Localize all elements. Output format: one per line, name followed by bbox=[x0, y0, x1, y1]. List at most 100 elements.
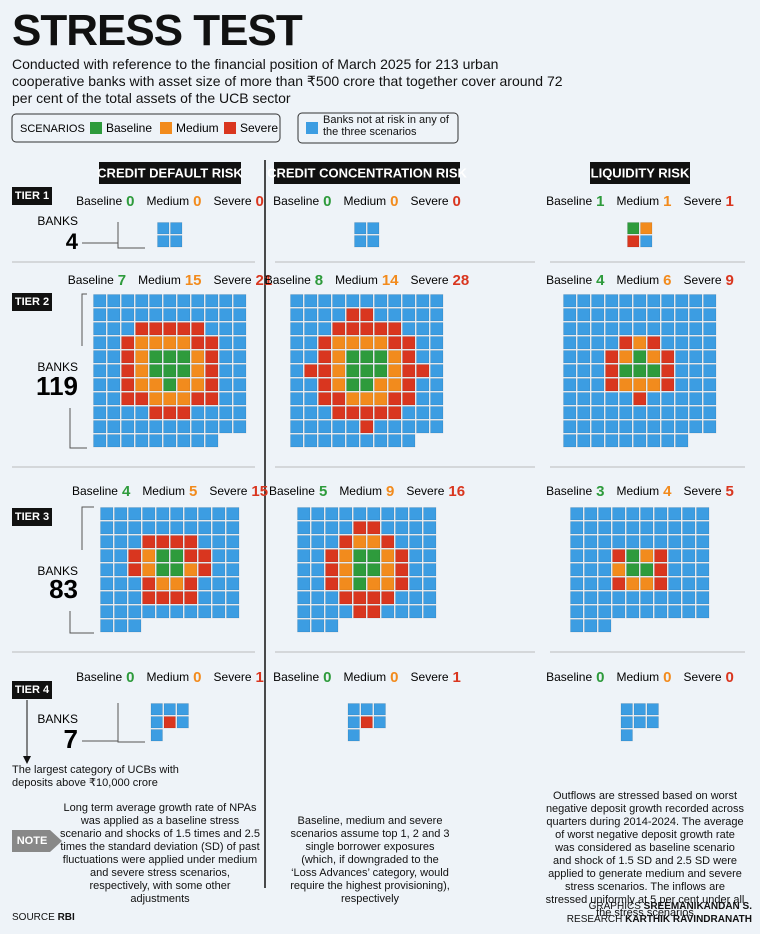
bank-square bbox=[311, 605, 325, 619]
bank-square bbox=[696, 577, 710, 591]
scenario-label: Medium bbox=[339, 484, 382, 498]
bank-square bbox=[177, 434, 191, 448]
scenario-value: 0 bbox=[256, 193, 264, 210]
bank-square bbox=[311, 563, 325, 577]
bank-square bbox=[577, 378, 591, 392]
bank-square bbox=[233, 392, 247, 406]
bank-square bbox=[205, 336, 219, 350]
bank-square bbox=[198, 577, 212, 591]
bank-square bbox=[374, 392, 388, 406]
bank-square bbox=[347, 729, 360, 742]
scenario-value: 1 bbox=[726, 193, 734, 210]
scenario-label: Severe bbox=[214, 273, 252, 287]
source-value: RBI bbox=[57, 912, 75, 923]
bank-square bbox=[577, 392, 591, 406]
bank-square bbox=[205, 308, 219, 322]
bank-square bbox=[584, 549, 598, 563]
bank-square bbox=[395, 549, 409, 563]
arrow-head bbox=[23, 756, 31, 764]
bank-square bbox=[219, 350, 233, 364]
bank-square bbox=[374, 350, 388, 364]
bank-square bbox=[360, 350, 374, 364]
scenario-value: 1 bbox=[256, 669, 264, 686]
bank-square bbox=[325, 549, 339, 563]
bank-square bbox=[675, 378, 689, 392]
scenario-value: 0 bbox=[193, 669, 201, 686]
bank-square bbox=[177, 350, 191, 364]
bank-square bbox=[304, 336, 318, 350]
bank-square bbox=[114, 507, 128, 521]
bank-square bbox=[128, 605, 142, 619]
bank-square bbox=[430, 322, 444, 336]
bank-square bbox=[627, 235, 640, 248]
bank-square bbox=[114, 549, 128, 563]
bank-square bbox=[633, 716, 646, 729]
credit: RESEARCH KARTHIK RAVINDRANATH bbox=[567, 913, 752, 926]
bank-square bbox=[703, 336, 717, 350]
bank-square bbox=[360, 703, 373, 716]
bank-square bbox=[409, 563, 423, 577]
bank-square bbox=[598, 549, 612, 563]
bank-square bbox=[177, 364, 191, 378]
bank-square bbox=[682, 605, 696, 619]
bank-square bbox=[374, 378, 388, 392]
bank-square bbox=[675, 350, 689, 364]
bank-square bbox=[93, 420, 107, 434]
legend-label: Baseline bbox=[106, 121, 152, 135]
bank-square bbox=[598, 535, 612, 549]
bank-square bbox=[689, 406, 703, 420]
bank-square bbox=[647, 378, 661, 392]
bank-square bbox=[93, 308, 107, 322]
bank-square bbox=[198, 521, 212, 535]
bank-square bbox=[626, 507, 640, 521]
bank-square bbox=[647, 294, 661, 308]
scenario-value: 0 bbox=[390, 193, 398, 210]
bank-square bbox=[346, 420, 360, 434]
bank-square bbox=[346, 294, 360, 308]
scenario-label: Medium bbox=[343, 670, 386, 684]
bank-square bbox=[339, 591, 353, 605]
bank-square bbox=[682, 535, 696, 549]
bank-square bbox=[563, 392, 577, 406]
bank-square bbox=[703, 364, 717, 378]
bank-square bbox=[226, 563, 240, 577]
bank-square bbox=[332, 378, 346, 392]
bank-square bbox=[374, 406, 388, 420]
bank-square bbox=[346, 336, 360, 350]
bank-square bbox=[198, 605, 212, 619]
bank-square bbox=[311, 577, 325, 591]
bank-square bbox=[416, 294, 430, 308]
bank-square bbox=[654, 605, 668, 619]
bank-square bbox=[570, 549, 584, 563]
legend-label-box: Banks not at risk in any of the three sc… bbox=[323, 114, 449, 138]
legend-label: Medium bbox=[176, 121, 219, 135]
banks-label: BANKS bbox=[37, 360, 78, 374]
scenario-value: 0 bbox=[323, 669, 331, 686]
bank-square bbox=[619, 294, 633, 308]
scenario-stats: Baseline 0 Medium 0 Severe 0 bbox=[273, 193, 461, 210]
bank-square bbox=[619, 434, 633, 448]
bank-square bbox=[107, 350, 121, 364]
bank-square bbox=[163, 322, 177, 336]
bank-square bbox=[100, 563, 114, 577]
bank-square bbox=[668, 549, 682, 563]
bank-square bbox=[689, 308, 703, 322]
scenario-label: Medium bbox=[616, 194, 659, 208]
bank-square bbox=[360, 364, 374, 378]
bank-square bbox=[381, 549, 395, 563]
bracket bbox=[69, 506, 94, 634]
bank-square bbox=[563, 350, 577, 364]
bank-square bbox=[689, 322, 703, 336]
bank-square bbox=[347, 703, 360, 716]
bank-square bbox=[374, 322, 388, 336]
bank-square bbox=[647, 406, 661, 420]
bank-square bbox=[626, 605, 640, 619]
bank-square bbox=[430, 378, 444, 392]
bank-square bbox=[388, 308, 402, 322]
bank-square bbox=[339, 521, 353, 535]
scenario-value: 1 bbox=[663, 193, 671, 210]
bank-square bbox=[346, 322, 360, 336]
bank-square bbox=[332, 364, 346, 378]
bank-square bbox=[332, 406, 346, 420]
